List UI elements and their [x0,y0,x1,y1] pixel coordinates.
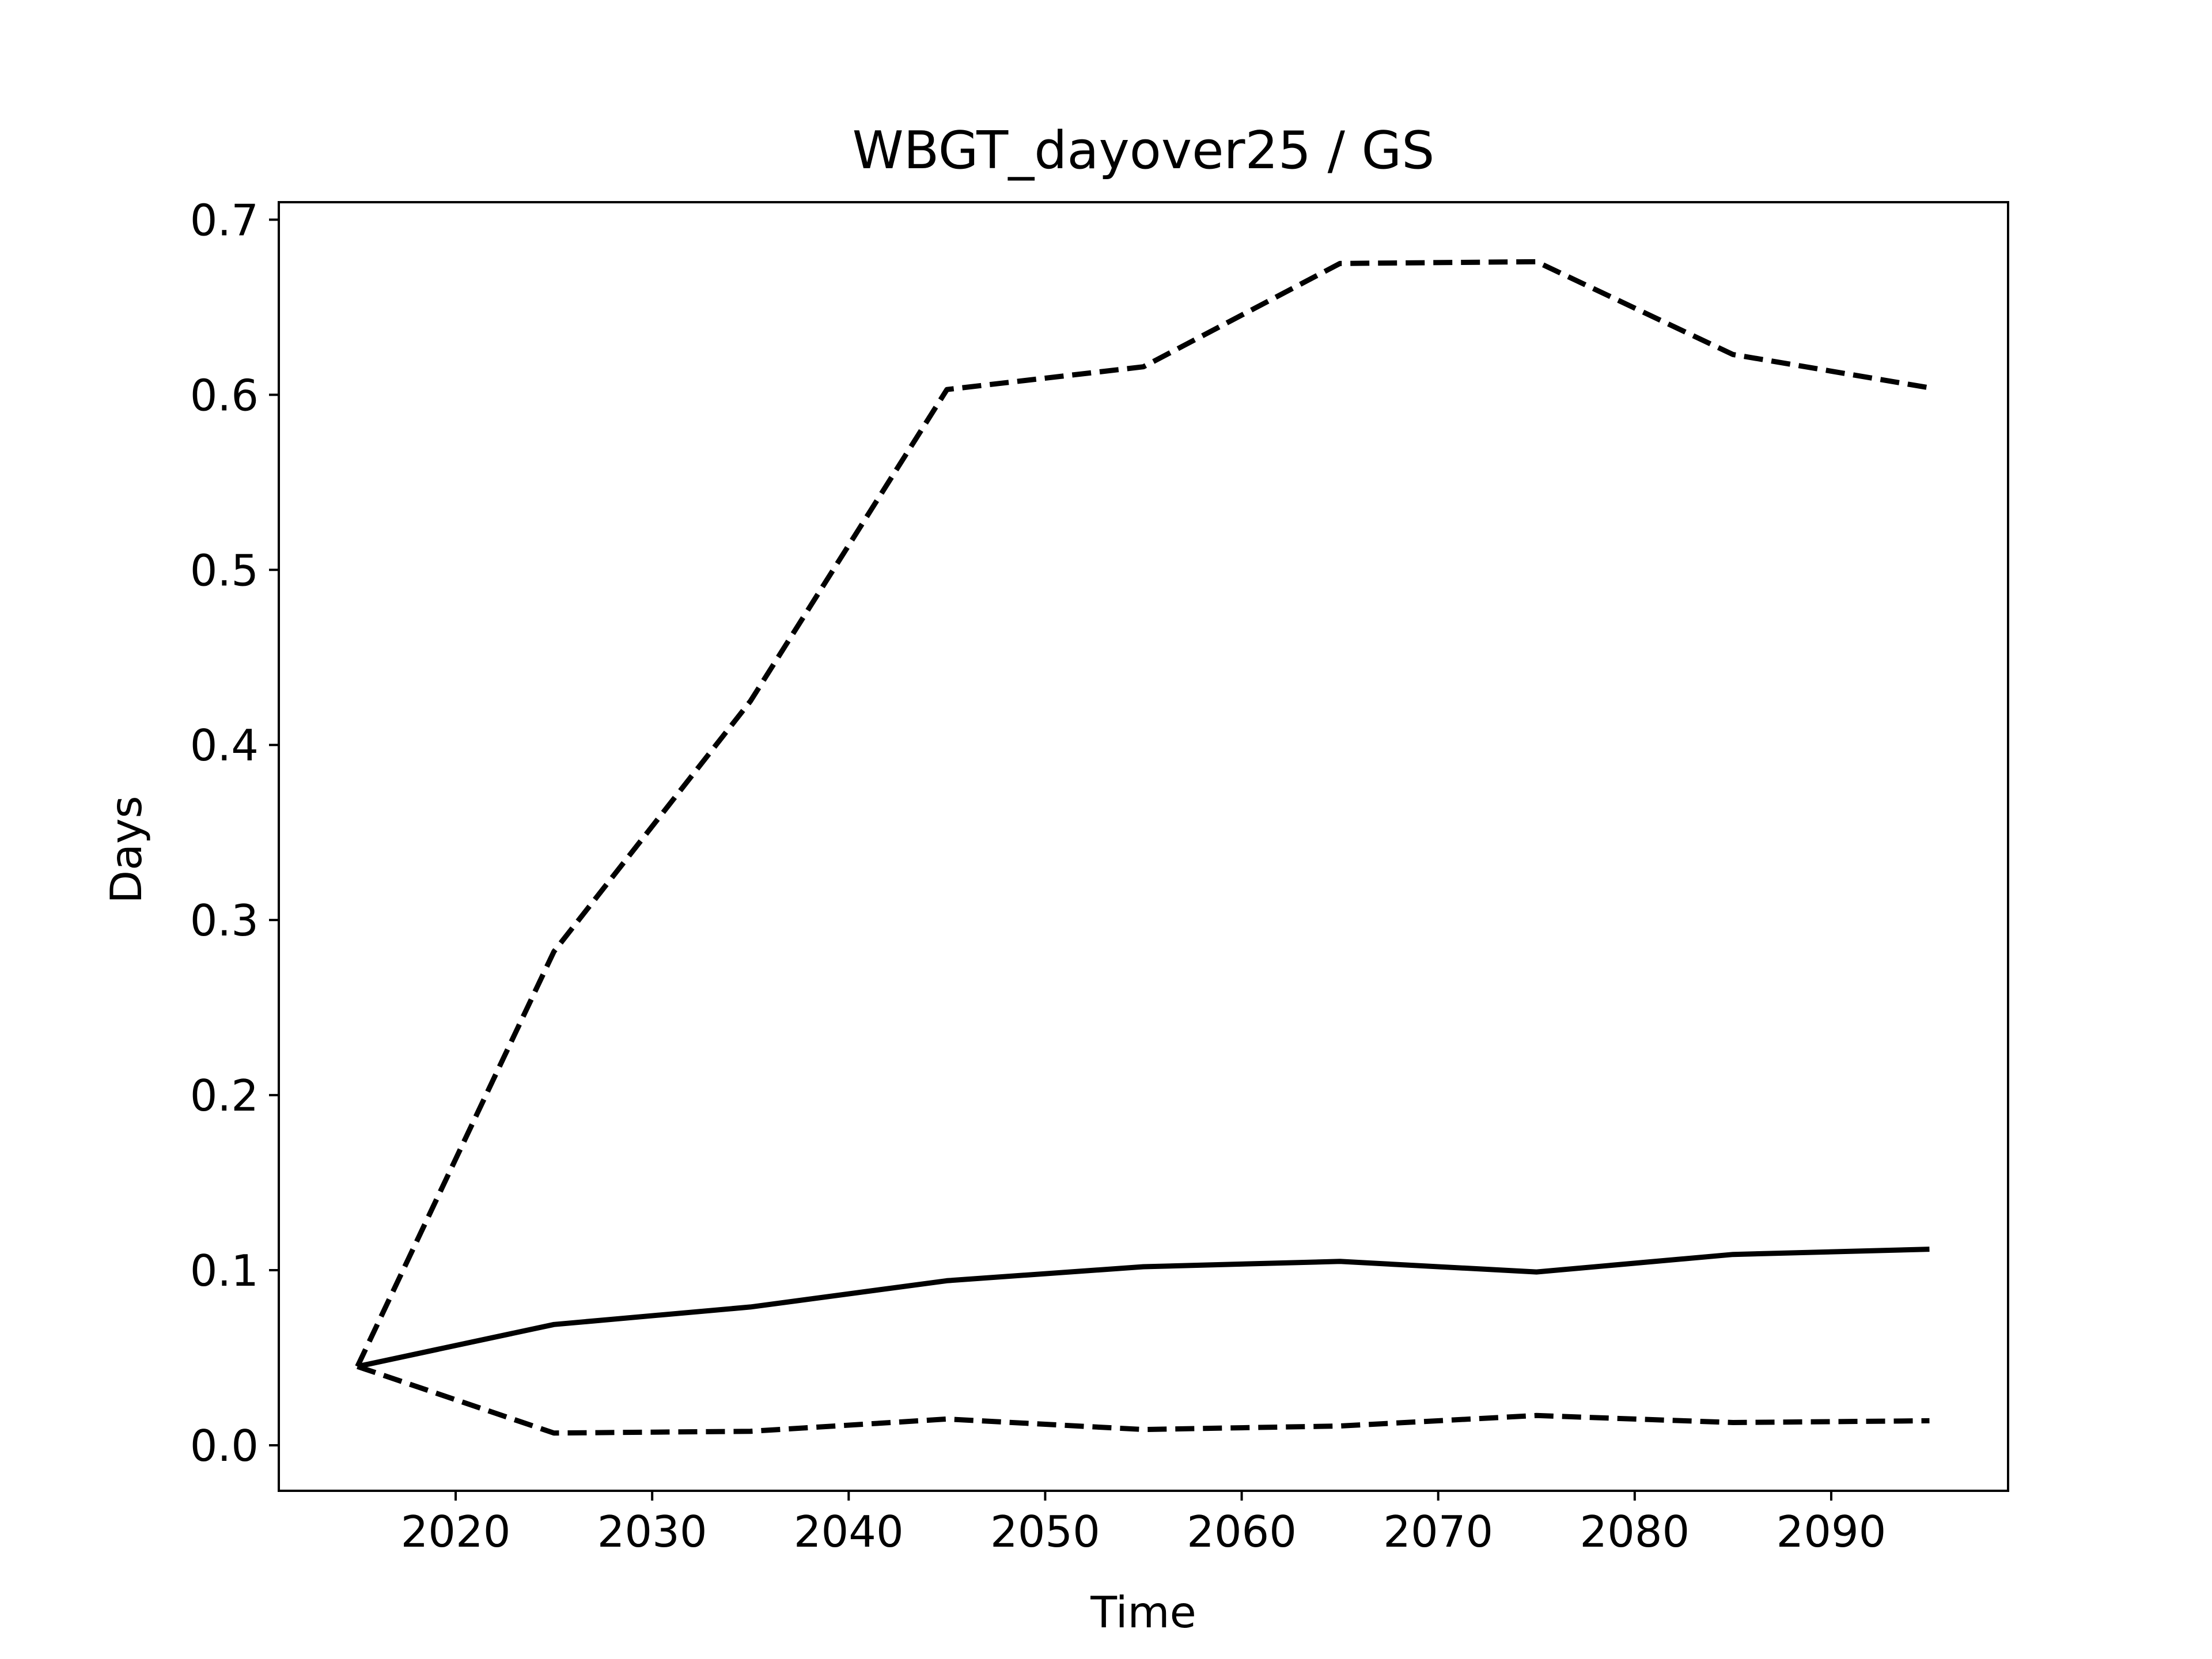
x-tick-label: 2030 [597,1506,707,1557]
x-tick-label: 2090 [1777,1506,1887,1557]
y-axis: 0.0 0.1 0.2 0.3 0.4 0.5 0.6 0.7 [190,195,279,1471]
plot-frame [278,201,2009,1492]
x-tick-label: 2080 [1580,1506,1690,1557]
x-tick-label: 2020 [401,1506,511,1557]
y-tick-label: 0.2 [190,1070,259,1121]
y-tick-label: 0.3 [190,895,259,946]
y-tick-label: 0.5 [190,545,259,596]
x-tick-label: 2040 [794,1506,904,1557]
y-axis-label: Days [101,796,151,903]
x-axis: 2020 2030 2040 2050 2060 2070 2080 2090 [401,1491,1887,1557]
x-tick-label: 2060 [1187,1506,1297,1557]
series-layer [355,259,1930,1436]
x-tick-label: 2070 [1383,1506,1493,1557]
y-tick-label: 0.7 [190,195,259,245]
y-tick-label: 0.0 [190,1421,259,1471]
y-tick-label: 0.6 [190,370,259,421]
x-axis-label: Time [1090,1587,1196,1638]
chart-title: WBGT_dayover25 / GS [853,120,1435,181]
y-tick-label: 0.4 [190,720,259,771]
y-tick-label: 0.1 [190,1245,259,1296]
series-line-2 [357,1247,1930,1369]
x-tick-label: 2050 [990,1506,1100,1557]
series-line-1 [355,259,1930,1368]
